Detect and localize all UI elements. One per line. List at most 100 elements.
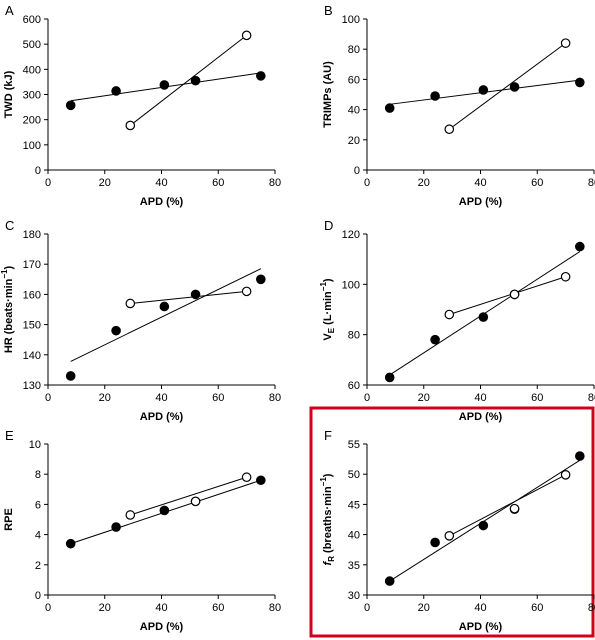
y-tick-label: 45 <box>348 499 360 511</box>
y-tick-label: 300 <box>23 90 41 102</box>
y-tick-label: 2 <box>35 560 41 572</box>
y-label-main: RPE <box>3 508 15 531</box>
y-tick-label: 100 <box>342 14 360 26</box>
x-tick-label: 60 <box>531 602 543 614</box>
filled-data-point <box>478 520 489 531</box>
x-tick-label: 20 <box>99 392 111 404</box>
y-tick-label: 160 <box>23 289 41 301</box>
y-tick-label: 30 <box>348 590 360 602</box>
y-label-superscript: −1 <box>0 269 9 279</box>
filled-data-point <box>509 82 520 92</box>
y-tick-label: 40 <box>348 105 360 117</box>
y-tick-label: 100 <box>23 140 41 152</box>
y-label-superscript: −1 <box>319 477 328 487</box>
filled-data-point <box>256 475 266 486</box>
panel-label: A <box>5 3 14 18</box>
filled-data-point <box>575 451 585 461</box>
open-data-point <box>241 472 252 483</box>
y-tick-label: 6 <box>35 499 41 511</box>
x-tick-label: 40 <box>474 177 486 189</box>
y-axis-label: VE (L·min−1) <box>319 278 336 340</box>
open-data-point <box>190 496 201 507</box>
x-axis-label: APD (%) <box>140 196 184 208</box>
y-axis-label: TWD (kJ) <box>3 70 15 118</box>
panel-d: D 0 20 40 60 80 60 80 100 120 APD (%) VE (L·min−1) <box>319 218 595 423</box>
y-tick-label: 60 <box>348 74 360 86</box>
filled-data-point <box>159 505 170 516</box>
filled-data-point <box>256 71 266 81</box>
y-tick-label: 80 <box>348 330 360 342</box>
filled-data-point <box>190 289 201 300</box>
panel-label: B <box>324 3 333 18</box>
panel-b: B 0 20 40 60 80 0 20 40 60 80 100 APD (%) TRIMPs (AU) <box>322 3 595 208</box>
panel-f: F 0 20 40 60 80 30 35 40 45 50 55 APD (%) fR (breaths… <box>319 428 595 633</box>
x-tick-label: 0 <box>45 177 51 189</box>
y-tick-label: 10 <box>29 439 41 451</box>
y-tick-label: 0 <box>354 165 360 177</box>
open-fit-line <box>449 474 566 537</box>
open-fit-line <box>449 276 566 316</box>
filled-data-point <box>430 91 440 101</box>
x-tick-label: 0 <box>364 177 370 189</box>
x-tick-label: 80 <box>269 392 281 404</box>
y-tick-label: 80 <box>348 44 360 56</box>
filled-data-point <box>384 103 395 113</box>
y-axis-label: HR (beats·min−1) <box>0 265 15 353</box>
filled-data-point <box>190 75 201 86</box>
x-tick-label: 80 <box>269 177 281 189</box>
y-tick-label: 55 <box>348 439 360 451</box>
y-tick-label: 20 <box>348 135 360 147</box>
x-axis-label: APD (%) <box>140 621 184 633</box>
open-data-point <box>241 286 252 297</box>
x-tick-label: 0 <box>45 602 51 614</box>
filled-data-point <box>430 334 440 345</box>
open-data-point <box>560 470 571 480</box>
filled-data-point <box>65 371 76 381</box>
filled-data-point <box>111 86 121 96</box>
x-tick-label: 80 <box>588 602 595 614</box>
y-label-end: ) <box>322 473 334 477</box>
x-tick-label: 60 <box>212 392 224 404</box>
open-data-point <box>125 298 136 309</box>
x-axis-label: APD (%) <box>140 411 184 423</box>
open-data-point <box>560 38 571 48</box>
filled-data-point <box>111 522 121 532</box>
x-tick-label: 40 <box>155 392 167 404</box>
filled-data-point <box>65 100 76 111</box>
y-label-main: f <box>322 560 334 565</box>
open-data-point <box>509 289 520 300</box>
y-label-main: TWD (kJ) <box>3 70 15 118</box>
y-label-main: HR (beats·min <box>3 278 15 353</box>
filled-data-point <box>478 85 489 95</box>
filled-data-point <box>575 77 585 88</box>
open-data-point <box>125 510 136 520</box>
y-tick-label: 400 <box>23 64 41 76</box>
x-axis-label: APD (%) <box>459 196 503 208</box>
x-tick-label: 20 <box>418 177 430 189</box>
y-label-tail: (breaths·min <box>322 486 334 556</box>
x-tick-label: 0 <box>364 392 370 404</box>
filled-fit-line <box>389 459 581 582</box>
y-label-main: TRIMPs (AU) <box>322 61 334 128</box>
y-tick-label: 35 <box>348 560 360 572</box>
open-fit-line <box>448 42 566 130</box>
y-tick-label: 200 <box>23 115 41 127</box>
y-tick-label: 8 <box>35 469 41 481</box>
open-data-point <box>444 531 455 541</box>
y-tick-label: 500 <box>23 39 41 51</box>
y-label-subscript: R <box>327 556 336 562</box>
open-data-point <box>444 124 455 135</box>
y-axis-label: fR (breaths·min−1) <box>319 473 336 565</box>
x-tick-label: 20 <box>99 602 111 614</box>
y-tick-label: 0 <box>35 165 41 177</box>
y-tick-label: 180 <box>23 229 41 241</box>
y-label-superscript: −1 <box>319 282 328 292</box>
panel-c: C 0 20 40 60 80 130 140 150 160 170 180 APD (%) HR (b… <box>0 218 281 423</box>
y-tick-label: 130 <box>23 380 41 392</box>
filled-data-point <box>159 301 170 312</box>
panel-label: D <box>324 218 333 233</box>
filled-data-point <box>159 80 170 90</box>
filled-data-point <box>575 241 585 252</box>
y-tick-label: 120 <box>342 229 360 241</box>
